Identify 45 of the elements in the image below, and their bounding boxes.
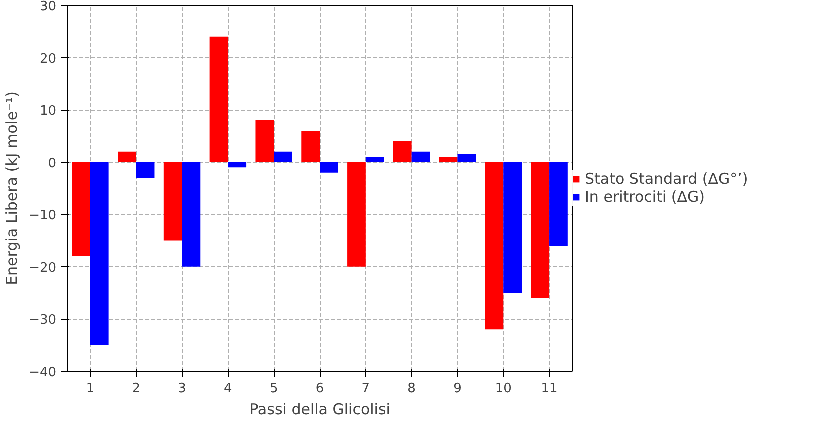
x-tick-label: 10 [495,382,512,396]
x-tick-label: 4 [224,382,232,396]
bar [164,162,182,241]
legend-label: In eritrociti (ΔG) [585,188,705,206]
bar [412,152,430,162]
x-tick-label: 3 [178,382,186,396]
y-tick-label: −30 [29,313,57,328]
bar [458,154,476,162]
y-tick-label: 30 [40,0,57,14]
bar [118,152,136,162]
bar [393,141,412,162]
x-tick-label: 2 [132,382,141,396]
bar [72,162,90,256]
bar [228,162,247,168]
x-tick-label: 11 [541,382,558,396]
x-tick-label: 7 [362,382,370,396]
bar [302,130,320,162]
bar [366,157,384,162]
y-tick-label: −10 [29,208,57,224]
bar [504,162,522,294]
x-tick-label: 5 [270,382,278,396]
legend-label: Stato Standard (ΔG°’) [585,170,748,188]
bar [210,36,228,162]
x-tick-label: 8 [408,382,416,396]
bar [90,162,109,346]
bar [320,162,338,173]
x-tick-label: 6 [316,382,324,396]
x-tick-label: 1 [86,382,95,396]
bar [274,152,292,162]
y-axis-title: Energia Libera (kJ mole⁻¹) [3,92,22,286]
bar [550,162,568,246]
bar [348,162,366,267]
x-tick-label: 9 [454,382,462,396]
bar [182,162,201,267]
bar [136,162,155,178]
bar [256,120,274,162]
bar [485,162,504,330]
bar [531,162,550,298]
y-tick-label: 20 [40,52,57,67]
y-tick-label: −40 [29,366,57,380]
y-tick-label: −20 [29,260,57,276]
y-tick-label: 0 [48,156,57,172]
bar [439,157,458,162]
y-tick-label: 10 [40,104,57,120]
x-axis-title: Passi della Glicolisi [250,400,390,418]
